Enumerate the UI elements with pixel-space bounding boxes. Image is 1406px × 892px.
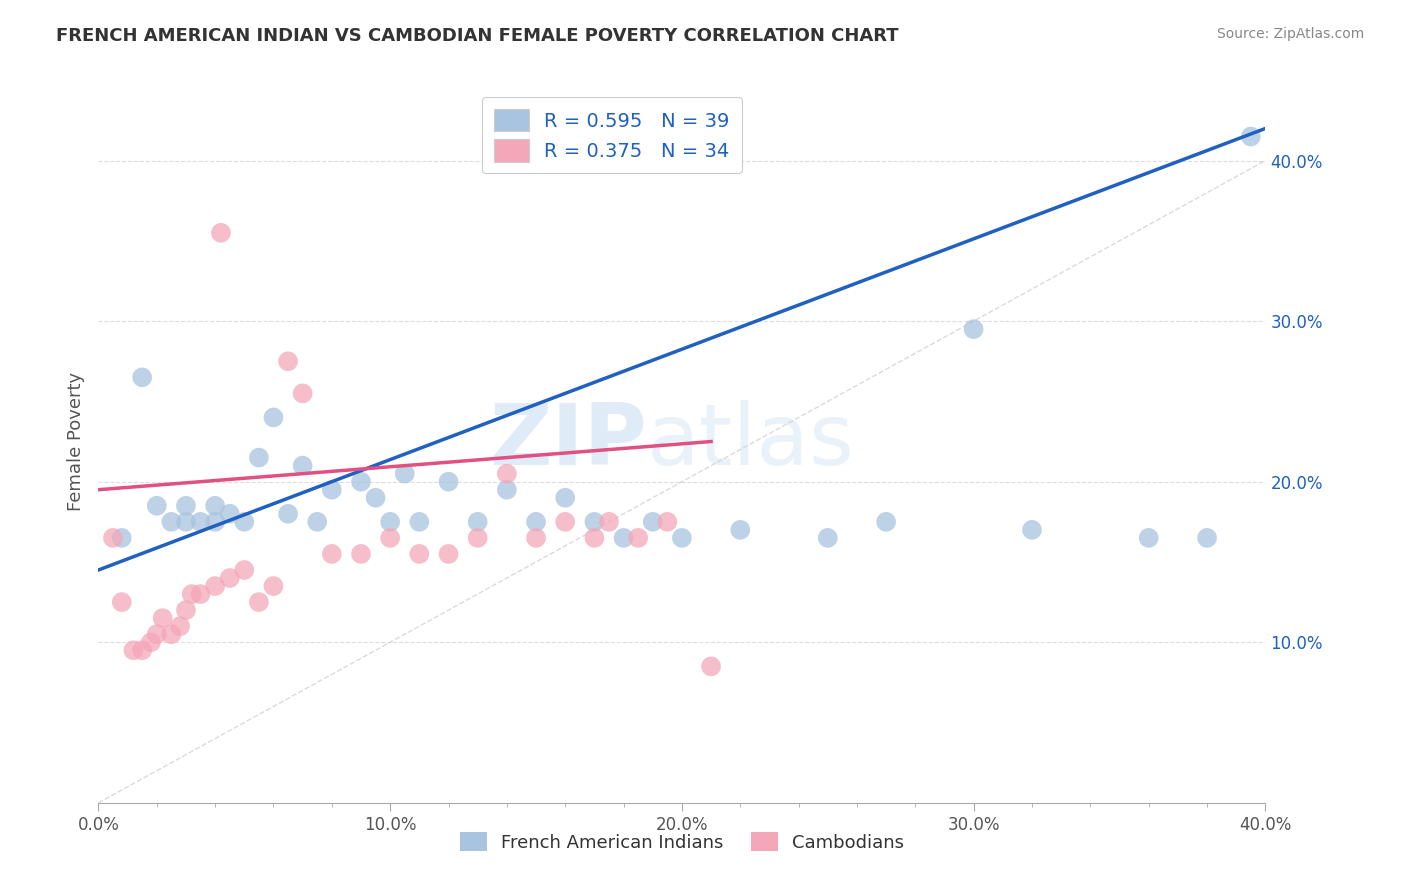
Point (627, 531, 650, 545)
Legend: French American Indians, Cambodians: French American Indians, Cambodians (453, 825, 911, 859)
Point (122, 643, 145, 657)
Point (350, 547, 373, 561)
Point (190, 515, 212, 529)
Point (408, 515, 430, 529)
Point (350, 475, 373, 489)
Point (394, 467, 416, 481)
Point (277, 507, 299, 521)
Point (146, 499, 169, 513)
Point (437, 475, 460, 489)
Point (467, 515, 489, 529)
Point (262, 410, 284, 425)
Point (139, 635, 162, 649)
Y-axis label: Female Poverty: Female Poverty (66, 372, 84, 511)
Point (612, 531, 634, 545)
Point (554, 515, 576, 529)
Point (524, 531, 547, 545)
Point (111, 531, 134, 545)
Point (204, 499, 226, 513)
Point (437, 547, 460, 561)
Point (152, 611, 174, 625)
Point (174, 499, 197, 513)
Point (218, 571, 240, 585)
Point (233, 563, 256, 577)
Point (291, 458, 314, 473)
Point (233, 515, 256, 529)
Point (146, 627, 169, 641)
Point (247, 595, 270, 609)
Point (169, 619, 191, 633)
Point (875, 515, 897, 529)
Point (209, 226, 232, 240)
Point (131, 370, 153, 384)
Point (174, 515, 197, 529)
Point (380, 515, 402, 529)
Point (657, 515, 679, 529)
Point (262, 579, 284, 593)
Point (321, 483, 343, 497)
Text: Source: ZipAtlas.com: Source: ZipAtlas.com (1216, 27, 1364, 41)
Point (364, 491, 387, 505)
Point (291, 386, 314, 401)
Point (180, 587, 202, 601)
Point (730, 523, 752, 537)
Point (408, 547, 430, 561)
Point (380, 531, 402, 545)
Point (1021, 523, 1043, 537)
Point (1137, 531, 1160, 545)
Point (321, 547, 343, 561)
Point (496, 467, 519, 481)
Point (598, 515, 620, 529)
Point (962, 322, 984, 336)
Point (247, 450, 270, 465)
Point (641, 515, 664, 529)
Point (1240, 129, 1263, 144)
Point (1195, 531, 1218, 545)
Point (131, 643, 153, 657)
Point (218, 507, 240, 521)
Point (671, 531, 693, 545)
Point (307, 515, 329, 529)
Point (817, 531, 839, 545)
Point (700, 659, 723, 673)
Point (496, 483, 519, 497)
Point (174, 603, 197, 617)
Text: FRENCH AMERICAN INDIAN VS CAMBODIAN FEMALE POVERTY CORRELATION CHART: FRENCH AMERICAN INDIAN VS CAMBODIAN FEMA… (56, 27, 898, 45)
Point (583, 531, 606, 545)
Point (204, 515, 226, 529)
Point (111, 595, 134, 609)
Point (190, 587, 212, 601)
Text: atlas: atlas (647, 400, 855, 483)
Point (160, 627, 183, 641)
Point (554, 491, 576, 505)
Point (160, 515, 183, 529)
Point (583, 515, 606, 529)
Point (524, 515, 547, 529)
Point (277, 354, 299, 368)
Text: ZIP: ZIP (489, 400, 647, 483)
Point (101, 531, 124, 545)
Point (467, 531, 489, 545)
Point (204, 579, 226, 593)
